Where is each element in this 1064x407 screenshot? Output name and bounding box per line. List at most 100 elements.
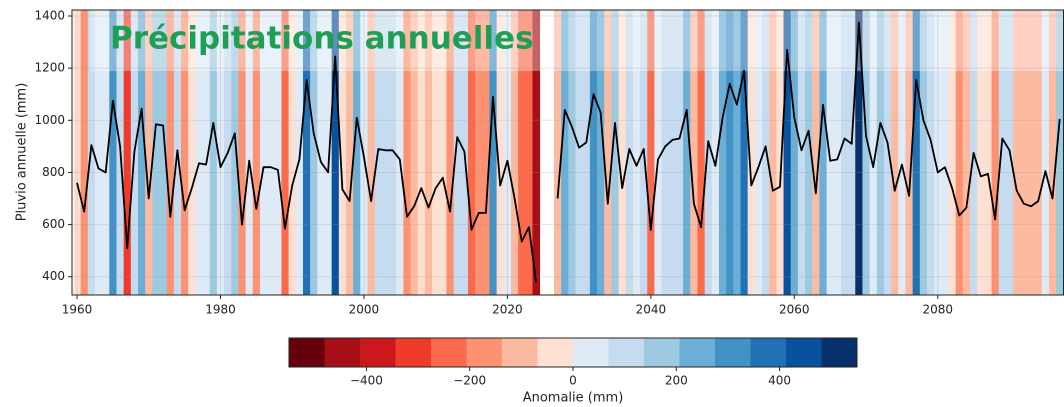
stripe <box>475 10 483 295</box>
stripe <box>252 10 261 295</box>
stripe <box>840 10 849 295</box>
colorbar-tick-label: −200 <box>453 374 486 388</box>
stripe <box>891 10 899 295</box>
stripe <box>711 10 720 295</box>
chart-title: Précipitations annuelles <box>110 21 534 57</box>
stripe <box>152 10 160 295</box>
stripe <box>704 10 713 295</box>
stripe <box>683 10 691 295</box>
colorbar-label: Anomalie (mm) <box>523 391 624 406</box>
x-tick-label: 2020 <box>492 303 523 317</box>
stripe <box>869 10 878 295</box>
stripe <box>941 10 949 295</box>
colorbar-cell <box>289 338 325 367</box>
colorbar-cell <box>502 338 538 367</box>
colorbar-cell <box>750 338 787 367</box>
stripe <box>862 10 871 295</box>
stripe <box>833 10 842 295</box>
stripe <box>582 10 591 295</box>
stripe <box>145 10 153 295</box>
stripe <box>439 10 447 295</box>
stripe <box>647 10 655 295</box>
stripe <box>73 10 82 295</box>
colorbar-cell <box>821 338 858 367</box>
stripe <box>984 10 992 295</box>
stripe <box>338 10 347 295</box>
stripe <box>195 10 203 295</box>
stripe <box>410 10 419 295</box>
stripe <box>912 10 921 295</box>
colorbar-tick-label: 400 <box>768 374 791 388</box>
stripe <box>94 10 103 295</box>
x-tick-label: 2000 <box>349 303 380 317</box>
stripe <box>654 10 663 295</box>
colorbar-cell <box>537 338 574 367</box>
stripe <box>510 10 519 295</box>
precip-line <box>76 21 1061 283</box>
stripe <box>675 10 684 295</box>
stripe <box>1013 10 1021 295</box>
colorbar-cell <box>644 338 680 367</box>
stripe <box>611 10 619 295</box>
stripe <box>324 10 333 295</box>
stripe <box>1027 10 1035 295</box>
stripe <box>604 10 612 295</box>
stripe <box>238 10 246 295</box>
y-tick-label: 1000 <box>34 113 65 127</box>
x-tick-label: 2060 <box>779 303 810 317</box>
colorbar-cell <box>573 338 609 367</box>
y-axis-label: Pluvio annuelle (mm) <box>15 83 30 222</box>
x-tick-label: 1980 <box>205 303 236 317</box>
colorbar-tick-label: 0 <box>569 374 577 388</box>
stripe <box>1048 10 1057 295</box>
stripe <box>747 10 756 295</box>
stripe <box>302 10 311 295</box>
stripe <box>503 10 512 295</box>
stripe <box>188 10 196 295</box>
stripe <box>353 10 361 295</box>
stripe <box>288 10 297 295</box>
stripe <box>934 10 942 295</box>
stripe <box>898 10 906 295</box>
stripe <box>561 10 569 295</box>
colorbar-cell <box>679 338 716 367</box>
colorbar-cell <box>431 338 467 367</box>
stripe <box>381 10 390 295</box>
stripes <box>73 10 1064 295</box>
stripe <box>783 10 792 295</box>
x-tick-label: 2080 <box>922 303 953 317</box>
stripe <box>396 10 404 295</box>
stripe <box>137 10 146 295</box>
stripe <box>568 10 576 295</box>
colorbar-cell <box>324 338 361 367</box>
stripe <box>919 10 928 295</box>
stripe <box>489 10 498 295</box>
stripe <box>231 10 239 295</box>
stripe <box>991 10 1000 295</box>
stripe <box>805 10 813 295</box>
stripe <box>726 10 734 295</box>
stripe <box>618 10 627 295</box>
stripe <box>109 10 117 295</box>
y-tick-label: 600 <box>42 217 65 231</box>
x-tick-label: 2040 <box>636 303 667 317</box>
stripe <box>733 10 741 295</box>
stripe <box>432 10 440 295</box>
colorbar-tick-label: −400 <box>350 374 383 388</box>
colorbar-cell <box>786 338 822 367</box>
stripe <box>417 10 426 295</box>
stripe <box>123 10 132 295</box>
colorbar-cell <box>395 338 432 367</box>
stripe <box>883 10 892 295</box>
stripe <box>202 10 211 295</box>
stripe <box>216 10 225 295</box>
stripe <box>776 10 784 295</box>
colorbar-cell <box>608 338 645 367</box>
stripe <box>632 10 641 295</box>
stripe <box>661 10 670 295</box>
stripe <box>159 10 168 295</box>
stripe <box>977 10 985 295</box>
stripe <box>754 10 763 295</box>
y-tick-label: 1200 <box>34 61 65 75</box>
